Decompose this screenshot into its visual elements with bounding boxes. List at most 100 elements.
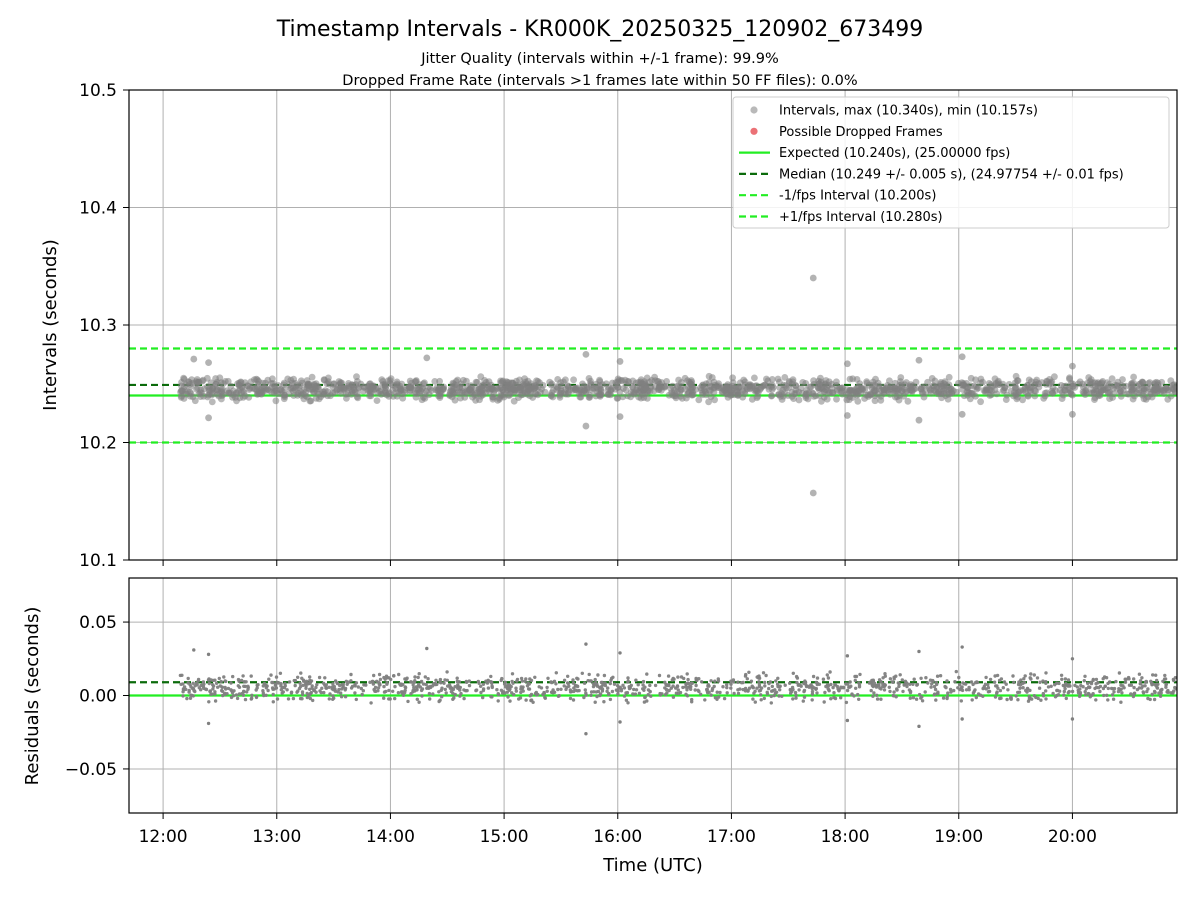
- interval-point: [393, 684, 397, 689]
- interval-point: [1094, 685, 1099, 690]
- interval-point: [439, 688, 443, 692]
- interval-point: [815, 691, 819, 695]
- interval-point: [308, 675, 312, 679]
- interval-point: [837, 689, 841, 693]
- outlier-point: [845, 718, 850, 723]
- interval-point: [765, 692, 770, 696]
- interval-point: [455, 679, 459, 684]
- interval-point: [1132, 692, 1136, 696]
- interval-point: [751, 374, 758, 382]
- interval-point: [1005, 697, 1009, 702]
- interval-point: [1151, 673, 1155, 677]
- interval-point: [497, 379, 505, 387]
- interval-point: [496, 699, 500, 703]
- interval-point: [804, 684, 809, 689]
- interval-point: [1119, 387, 1127, 394]
- interval-point: [982, 388, 989, 396]
- interval-point: [641, 378, 648, 386]
- interval-point: [393, 696, 397, 701]
- interval-point: [229, 681, 233, 685]
- interval-point: [1026, 699, 1031, 703]
- interval-point: [999, 677, 1004, 681]
- interval-point: [1157, 691, 1161, 695]
- interval-point: [773, 688, 777, 692]
- interval-point: [699, 692, 703, 696]
- interval-point: [762, 696, 766, 701]
- interval-point: [602, 673, 607, 678]
- interval-point: [385, 682, 389, 686]
- interval-point: [1098, 689, 1102, 694]
- interval-point: [204, 393, 212, 401]
- interval-point: [853, 674, 857, 679]
- interval-point: [490, 685, 494, 690]
- interval-point: [292, 678, 296, 683]
- interval-point: [688, 386, 695, 394]
- interval-point: [1111, 697, 1116, 701]
- interval-point: [360, 383, 368, 391]
- interval-point: [458, 688, 462, 692]
- interval-point: [1083, 674, 1087, 678]
- interval-point: [986, 690, 991, 694]
- interval-point: [400, 683, 404, 687]
- interval-point: [996, 686, 1000, 690]
- interval-point: [337, 379, 344, 386]
- interval-point: [462, 696, 466, 701]
- interval-point: [323, 676, 327, 680]
- interval-point: [713, 696, 718, 700]
- interval-point: [1036, 696, 1040, 701]
- y-tick-label: −0.05: [65, 760, 117, 780]
- interval-point: [453, 692, 457, 697]
- interval-point: [1020, 681, 1025, 686]
- interval-point: [810, 692, 815, 696]
- interval-point: [801, 699, 805, 703]
- interval-point: [481, 682, 486, 686]
- interval-point: [378, 376, 386, 384]
- interval-point: [687, 380, 695, 388]
- interval-point: [489, 395, 497, 403]
- interval-point: [888, 689, 892, 694]
- interval-point: [823, 395, 831, 403]
- interval-point: [967, 382, 974, 390]
- interval-point: [974, 695, 978, 700]
- interval-point: [1110, 693, 1115, 697]
- interval-point: [949, 690, 953, 694]
- interval-point: [256, 683, 260, 687]
- interval-point: [1154, 673, 1158, 677]
- x-tick-label: 16:00: [593, 827, 642, 847]
- legend-marker-point: [750, 106, 758, 114]
- interval-point: [293, 683, 297, 688]
- scatter-points: [177, 274, 1177, 497]
- interval-point: [634, 678, 638, 682]
- interval-point: [778, 396, 786, 403]
- interval-point: [382, 684, 386, 689]
- interval-point: [254, 380, 262, 388]
- interval-point: [291, 696, 296, 701]
- interval-point: [231, 694, 236, 698]
- interval-point: [822, 700, 826, 704]
- interval-point: [432, 682, 436, 686]
- outlier-point: [1069, 410, 1076, 418]
- interval-point: [508, 687, 512, 691]
- interval-point: [474, 688, 478, 693]
- interval-point: [344, 679, 348, 683]
- interval-point: [935, 674, 940, 678]
- interval-point: [438, 698, 442, 702]
- interval-point: [697, 677, 701, 681]
- interval-point: [763, 680, 767, 685]
- interval-point: [446, 684, 450, 688]
- interval-point: [1029, 677, 1033, 681]
- interval-point: [1023, 688, 1028, 693]
- interval-point: [625, 691, 630, 695]
- interval-point: [219, 679, 223, 684]
- interval-point: [699, 680, 704, 684]
- interval-point: [306, 682, 310, 686]
- interval-point: [217, 385, 225, 393]
- outlier-point: [843, 412, 851, 419]
- interval-point: [339, 691, 343, 695]
- interval-point: [266, 688, 270, 693]
- interval-point: [923, 690, 927, 694]
- interval-point: [641, 679, 646, 684]
- interval-point: [1137, 672, 1142, 676]
- interval-point: [467, 679, 471, 683]
- interval-point: [682, 676, 686, 681]
